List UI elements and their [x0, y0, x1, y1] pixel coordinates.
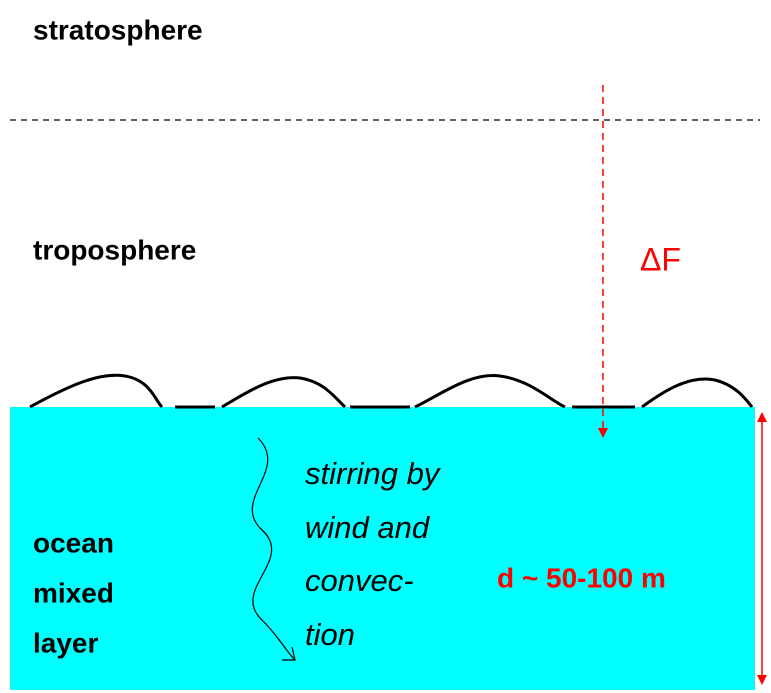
mixing-label: tion — [305, 617, 355, 652]
diagram: stratosphere troposphere ΔF ocean mixed … — [0, 0, 771, 693]
depth-label: d ~ 50-100 m — [497, 562, 666, 593]
forcing-label: ΔF — [640, 241, 681, 277]
mixing-label: convec- — [305, 563, 414, 598]
mixing-label: stirring by — [305, 456, 442, 491]
ocean-label: ocean — [33, 527, 114, 558]
ocean-label: mixed — [33, 577, 114, 608]
mixing-label: wind and — [305, 510, 431, 545]
waves — [30, 375, 752, 407]
ocean-label: layer — [33, 627, 98, 658]
stratosphere-label: stratosphere — [33, 14, 203, 45]
ocean-layer — [10, 407, 755, 690]
troposphere-label: troposphere — [33, 234, 196, 265]
